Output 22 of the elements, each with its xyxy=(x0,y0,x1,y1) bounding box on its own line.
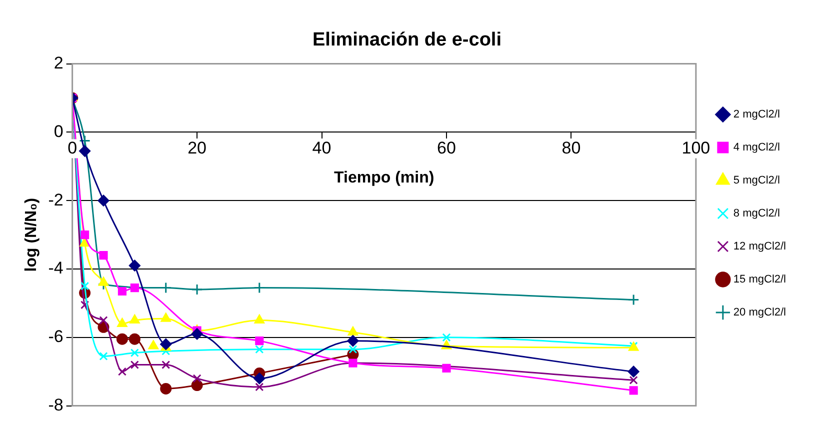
x-tick-label: 40 xyxy=(312,138,332,158)
y-tick-label: 0 xyxy=(54,122,64,141)
y-tick-label: -8 xyxy=(48,395,64,414)
x-tick-label: 60 xyxy=(437,138,456,158)
legend-label: 12 mgCl2/l xyxy=(733,240,786,253)
legend-label: 4 mgCl2/l xyxy=(733,142,780,154)
x-axis-title: Tiempo (min) xyxy=(334,170,434,187)
x-tick-label: 80 xyxy=(562,138,581,158)
x-tick-label: 0 xyxy=(68,138,78,158)
legend-label: 20 mgCl2/l xyxy=(733,306,786,319)
legend-label: 15 mgCl2/l xyxy=(733,274,786,286)
legend-label: 2 mgCl2/l xyxy=(733,108,780,121)
y-tick-label: -4 xyxy=(48,258,64,278)
x-tick-label: 20 xyxy=(188,138,206,158)
y-tick-label: 2 xyxy=(54,53,64,72)
x-tick-label: 100 xyxy=(682,138,710,158)
y-tick-label: -2 xyxy=(48,190,64,210)
legend-label: 8 mgCl2/l xyxy=(733,208,780,220)
y-axis-title: log (N/N₀) xyxy=(23,198,40,272)
chart-title: Eliminación de e-coli xyxy=(312,30,502,51)
legend-label: 5 mgCl2/l xyxy=(733,174,780,187)
y-tick-label: -6 xyxy=(48,327,64,346)
